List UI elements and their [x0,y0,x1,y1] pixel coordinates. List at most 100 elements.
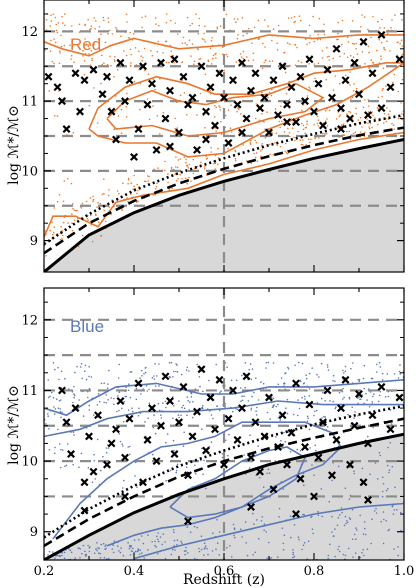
background-point [278,120,281,123]
contour-line [88,62,404,130]
density-contours [44,379,404,560]
background-point [171,168,173,170]
background-point [269,153,271,156]
background-point [127,179,130,181]
background-point [279,145,282,148]
background-point [393,548,395,550]
background-point [324,109,327,112]
background-point [309,35,311,37]
background-point [377,400,380,403]
background-point [371,126,373,129]
background-point [191,401,194,403]
background-point [289,515,292,517]
background-point [188,163,191,166]
x-marker [274,442,282,451]
x-marker [134,125,143,134]
x-marker [310,492,318,501]
background-point [252,554,254,556]
background-point [154,363,156,365]
background-point [162,52,164,54]
x-marker [148,404,156,413]
background-point [224,114,227,117]
background-point [52,397,55,399]
x-marker [76,107,84,116]
x-marker [71,69,80,78]
background-point [342,369,344,372]
background-point [64,13,66,15]
background-point [171,187,173,189]
background-point [253,391,255,394]
background-point [270,94,273,97]
panel-red-label: Red [70,35,101,54]
background-point [303,382,306,384]
background-point [303,395,306,398]
background-point [107,21,110,23]
background-point [342,398,344,400]
background-point [339,114,342,116]
background-point [193,60,196,62]
background-point [382,490,384,493]
background-point [206,547,208,550]
background-point [70,182,73,185]
background-point [323,23,325,26]
background-point [176,364,178,366]
x-marker [359,37,368,46]
background-point [318,17,321,20]
background-point [344,365,347,368]
background-point [158,385,160,387]
background-point [127,389,130,392]
background-point [251,395,253,398]
background-point [173,539,176,542]
background-point [241,399,244,402]
y-tick-label: 12 [21,25,38,40]
background-point [336,524,339,527]
background-point [349,138,352,141]
background-point [326,46,328,49]
background-point [62,22,64,24]
background-point [53,207,56,209]
background-point [401,53,404,56]
background-point [304,398,306,400]
x-marker [139,478,147,487]
background-point [188,39,191,41]
background-point [287,127,289,130]
background-point [219,409,221,412]
background-point [301,396,304,399]
background-point [48,449,51,451]
background-point [111,548,114,550]
background-point [250,407,253,410]
background-point [136,550,139,553]
background-point [59,411,62,413]
background-point [263,529,265,531]
background-point [301,122,303,125]
background-point [327,369,330,371]
x-marker [98,90,107,99]
background-point [47,396,50,399]
background-point [348,130,351,133]
x-marker [377,104,386,113]
background-point [334,380,336,383]
background-point [126,21,128,23]
background-point [127,177,130,180]
background-point [263,61,266,64]
background-point [219,106,221,109]
background-point [78,399,80,401]
background-point [146,98,149,100]
background-point [185,369,188,371]
background-point [133,174,135,177]
background-point [176,371,179,373]
background-point [150,50,152,52]
background-point [313,40,316,43]
background-point [175,156,177,158]
x-marker [197,62,206,71]
background-point [198,547,200,550]
x-marker [269,76,278,85]
background-point [170,553,173,556]
background-point [377,96,380,99]
background-point [364,527,366,530]
background-point [254,156,257,159]
background-point [147,549,149,551]
x-marker [103,72,111,81]
background-point [197,32,200,35]
